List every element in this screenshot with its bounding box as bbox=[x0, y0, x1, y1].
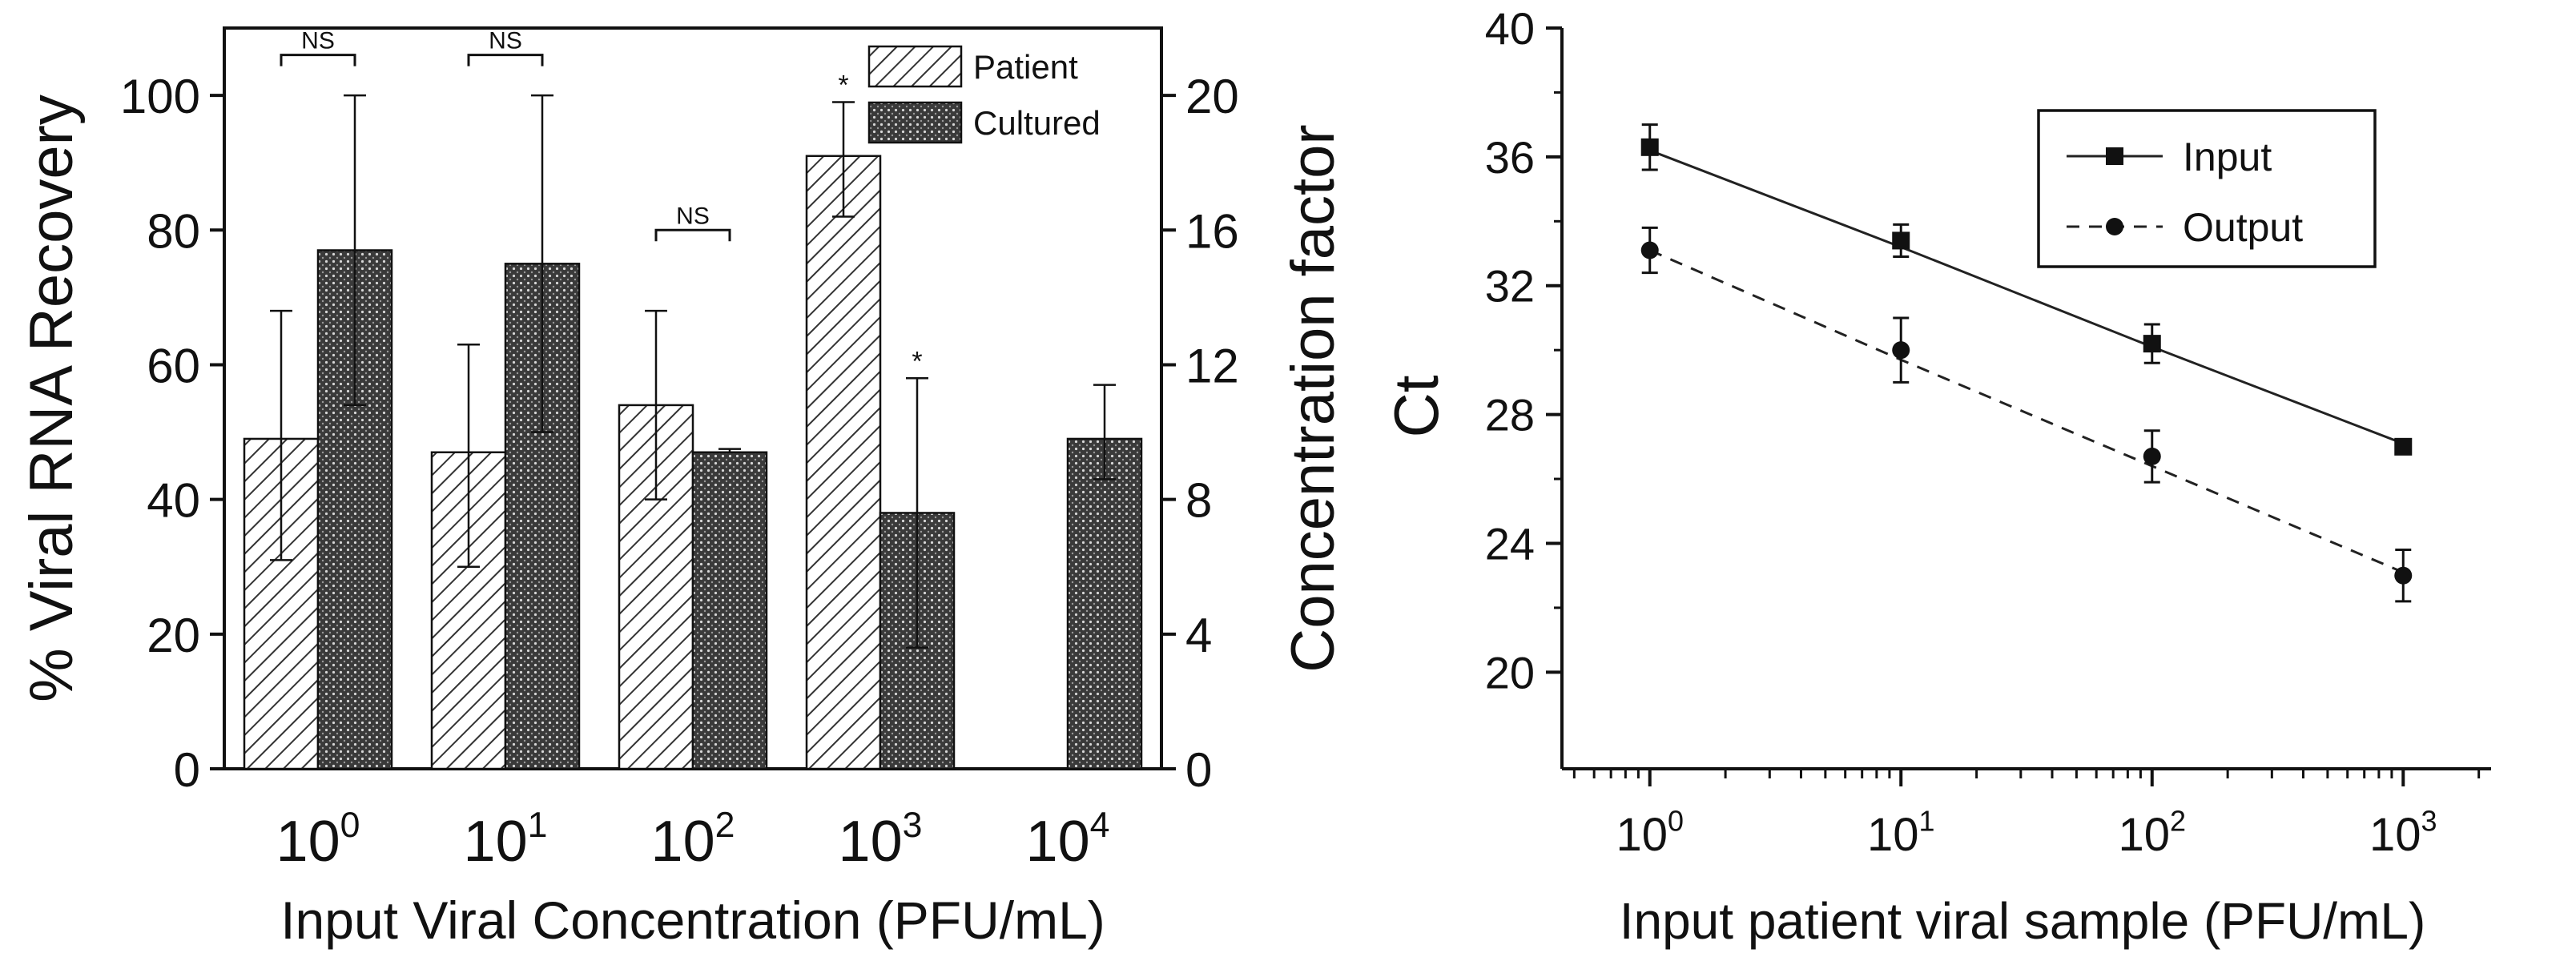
y-axis-label: % Viral RNA Recovery bbox=[18, 94, 86, 702]
significance-label: NS bbox=[489, 28, 522, 54]
significance-bracket bbox=[280, 54, 356, 66]
bar-patient bbox=[805, 155, 882, 770]
significance-star: * bbox=[838, 70, 848, 101]
x-tick-label: 103 bbox=[2369, 805, 2437, 861]
data-point-output bbox=[2143, 447, 2161, 465]
y-tick-label: 80 bbox=[147, 204, 200, 258]
left-bar-chart: 0 20 40 60 80 100 0 4 8 12 16 20 % Viral RNA Recover… bbox=[18, 26, 1347, 950]
x-tick-label: 101 bbox=[1867, 805, 1935, 861]
x-tick-label: 104 bbox=[1026, 806, 1110, 874]
data-point-output bbox=[1892, 341, 1910, 360]
significance-star: * bbox=[912, 346, 922, 376]
y-tick-label: 100 bbox=[120, 70, 200, 123]
data-point-input bbox=[1892, 231, 1910, 250]
significance-label: NS bbox=[676, 203, 710, 229]
legend-swatch-patient bbox=[867, 45, 963, 88]
y-tick-label: 60 bbox=[147, 339, 200, 392]
x-tick-label: 103 bbox=[839, 806, 923, 874]
right-line-chart: 20 24 28 32 36 40 100 101 102 103 Ct Input patient … bbox=[1381, 3, 2491, 950]
data-point-input bbox=[1640, 138, 1659, 156]
x-tick-label: 100 bbox=[1616, 805, 1684, 861]
legend-label: Input bbox=[2183, 135, 2272, 179]
x-axis-label: Input patient viral sample (PFU/mL) bbox=[1620, 892, 2426, 950]
x-tick-label: 102 bbox=[2118, 805, 2186, 861]
y-tick-label: 0 bbox=[174, 743, 200, 797]
x-axis-label: Input Viral Concentration (PFU/mL) bbox=[280, 891, 1105, 950]
significance-label: NS bbox=[301, 28, 335, 54]
fit-line-output bbox=[1649, 249, 2404, 574]
bar-cultured bbox=[1066, 437, 1143, 770]
data-point-output bbox=[1640, 241, 1659, 259]
legend-label: Output bbox=[2183, 205, 2303, 250]
fit-line-input bbox=[1649, 149, 2404, 445]
y2-tick-label: 16 bbox=[1185, 204, 1239, 258]
y-tick-label: 40 bbox=[147, 474, 200, 528]
significance-bracket bbox=[654, 228, 731, 242]
y-tick-label: 24 bbox=[1485, 518, 1535, 569]
legend-label: Patient bbox=[973, 48, 1078, 86]
legend-marker-input bbox=[2106, 147, 2123, 165]
data-point-output bbox=[2394, 566, 2413, 585]
legend-swatch-cultured bbox=[867, 101, 963, 144]
x-tick-label: 102 bbox=[651, 806, 735, 874]
y2-tick-label: 12 bbox=[1185, 339, 1239, 392]
y2-axis-label: Concentration factor bbox=[1279, 124, 1347, 672]
significance-bracket bbox=[467, 54, 544, 66]
legend-marker-output bbox=[2106, 218, 2123, 235]
data-point-input bbox=[2143, 335, 2161, 353]
y-tick-label: 20 bbox=[1485, 647, 1535, 698]
legend-box bbox=[2037, 109, 2377, 268]
x-tick-label: 101 bbox=[464, 806, 548, 874]
x-tick-label: 100 bbox=[276, 806, 360, 874]
y2-tick-label: 4 bbox=[1185, 609, 1212, 662]
y2-tick-label: 8 bbox=[1185, 474, 1212, 528]
y2-tick-label: 20 bbox=[1185, 70, 1239, 123]
y-tick-label: 20 bbox=[147, 609, 200, 662]
y-axis-label: Ct bbox=[1381, 375, 1451, 437]
y-tick-label: 28 bbox=[1485, 390, 1535, 440]
y2-tick-label: 0 bbox=[1185, 743, 1212, 797]
y-tick-label: 40 bbox=[1485, 3, 1535, 54]
y-tick-label: 32 bbox=[1485, 261, 1535, 312]
y-tick-label: 36 bbox=[1485, 132, 1535, 183]
bar-cultured bbox=[691, 451, 768, 770]
data-point-input bbox=[2394, 437, 2413, 456]
legend-label: Cultured bbox=[973, 104, 1101, 142]
